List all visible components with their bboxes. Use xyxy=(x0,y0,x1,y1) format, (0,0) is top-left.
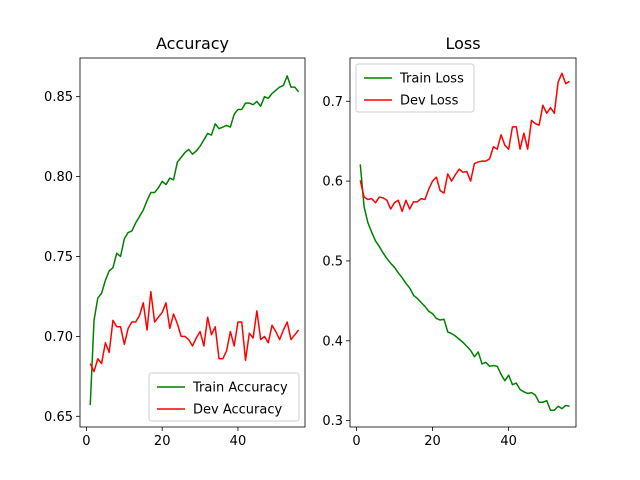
series-line-2 xyxy=(89,290,300,373)
legend-label: Dev Accuracy xyxy=(193,403,282,418)
chart-title: Loss xyxy=(445,34,480,53)
y-tick-label: 0.7 xyxy=(322,95,343,110)
y-tick-label: 0.80 xyxy=(44,170,73,185)
x-tick-label: 40 xyxy=(230,434,247,449)
accuracy-chart: 0 20 40 0.65 0.70 0.75 0.80 0.85 Accuracy Train A… xyxy=(44,34,306,449)
legend-box xyxy=(148,372,300,422)
y-tick-label: 0.4 xyxy=(322,334,343,349)
series-line-2 xyxy=(359,72,570,213)
axes-frame xyxy=(349,57,577,428)
axes-frame xyxy=(79,57,306,428)
legend-label: Train Loss xyxy=(399,72,464,87)
x-tick-label: 0 xyxy=(352,434,360,449)
y-tick-label: 0.85 xyxy=(44,90,73,105)
x-tick-label: 40 xyxy=(500,434,517,449)
x-tick-label: 20 xyxy=(424,434,441,449)
legend: Train Accuracy Dev Accuracy xyxy=(148,372,300,422)
y-tick-label: 0.75 xyxy=(44,250,73,265)
y-tick-label: 0.5 xyxy=(322,254,343,269)
y-tick-label: 0.65 xyxy=(44,410,73,425)
series-line-1 xyxy=(89,75,300,406)
chart-title: Accuracy xyxy=(156,34,229,53)
loss-chart: 0 20 40 0.3 0.4 0.5 0.6 0.7 Loss Train Loss Dev Lo… xyxy=(322,34,577,449)
legend: Train Loss Dev Loss xyxy=(355,63,475,113)
x-tick-label: 20 xyxy=(154,434,171,449)
x-tick-label: 0 xyxy=(82,434,90,449)
legend-label: Train Accuracy xyxy=(192,381,288,396)
y-tick-label: 0.70 xyxy=(44,330,73,345)
series-line-1 xyxy=(359,164,570,411)
y-tick-label: 0.6 xyxy=(322,175,343,190)
y-tick-label: 0.3 xyxy=(322,414,343,429)
legend-label: Dev Loss xyxy=(400,94,459,109)
